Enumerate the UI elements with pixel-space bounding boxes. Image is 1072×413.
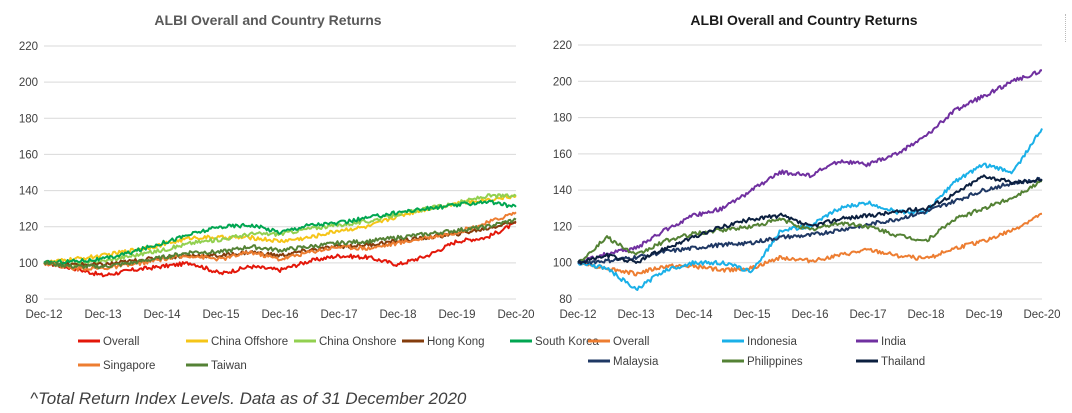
y-tick-label: 80 — [559, 294, 572, 306]
legend-label: Overall — [613, 336, 649, 348]
x-tick-label: Dec-16 — [261, 309, 298, 321]
series-line-hong-kong — [43, 220, 517, 268]
left-chart-panel: ALBI Overall and Country Returns 80 100 12… — [0, 0, 600, 380]
legend-label: India — [881, 336, 907, 348]
x-tick-label: Dec-14 — [675, 309, 713, 321]
legend-label: Malaysia — [613, 356, 659, 368]
footnote: ^Total Return Index Levels. Data as of 3… — [30, 389, 467, 408]
y-tick-label: 220 — [553, 40, 572, 52]
x-tick-label: Dec-18 — [907, 309, 944, 321]
y-tick-label: 180 — [19, 113, 38, 125]
series-line-overall — [43, 221, 517, 278]
series-line-overall — [577, 212, 1043, 277]
chart-title: ALBI Overall and Country Returns — [690, 12, 918, 28]
y-tick-label: 140 — [553, 185, 572, 197]
y-tick-label: 160 — [553, 149, 572, 161]
legend-label: South Korea — [535, 336, 600, 348]
legend-label: Taiwan — [211, 360, 247, 372]
x-tick-label: Dec-13 — [84, 309, 121, 321]
x-tick-label: Dec-20 — [497, 309, 534, 321]
x-tick-label: Dec-17 — [320, 309, 357, 321]
series-line-philippines — [577, 180, 1043, 264]
x-tick-label: Dec-19 — [438, 309, 475, 321]
y-tick-label: 100 — [19, 258, 38, 270]
y-tick-label: 140 — [19, 186, 38, 198]
y-tick-label: 120 — [19, 222, 38, 234]
y-tick-label: 80 — [25, 294, 38, 306]
y-tick-label: 200 — [553, 76, 572, 88]
legend-label: Hong Kong — [427, 336, 485, 348]
legend-label: Thailand — [881, 356, 925, 368]
x-tick-label: Dec-13 — [617, 309, 654, 321]
left-line-chart: 80 100 120 140 160 180 200 220 Dec-12 Dec-13 Dec-1… — [19, 41, 600, 372]
x-tick-label: Dec-18 — [379, 309, 416, 321]
series-line-taiwan — [43, 217, 517, 270]
y-tick-label: 100 — [553, 258, 572, 270]
series-line-south-korea — [43, 199, 517, 266]
legend-label: Overall — [103, 336, 139, 348]
x-tick-label: Dec-16 — [791, 309, 828, 321]
y-tick-label: 200 — [19, 77, 38, 89]
x-tick-label: Dec-12 — [559, 309, 596, 321]
y-tick-label: 160 — [19, 149, 38, 161]
legend-label: Indonesia — [747, 336, 797, 348]
x-tick-label: Dec-15 — [733, 309, 770, 321]
x-tick-label: Dec-14 — [143, 309, 181, 321]
y-tick-label: 180 — [553, 113, 572, 125]
right-line-chart: 80 100 120 140 160 180 200 220 Dec-12 Dec-13 Dec-1… — [553, 40, 1061, 368]
chart-title: ALBI Overall and Country Returns — [154, 12, 382, 28]
series-line-indonesia — [577, 128, 1043, 291]
y-tick-label: 220 — [19, 41, 38, 53]
x-tick-label: Dec-19 — [965, 309, 1002, 321]
legend-label: Philippines — [747, 356, 803, 368]
x-tick-label: Dec-20 — [1023, 309, 1060, 321]
legend-label: China Onshore — [319, 336, 396, 348]
y-tick-label: 120 — [553, 221, 572, 233]
legend-label: Singapore — [103, 360, 155, 372]
divider-mark — [1057, 14, 1066, 42]
x-tick-label: Dec-12 — [25, 309, 62, 321]
series-line-thailand — [577, 174, 1043, 265]
series-line-india — [577, 69, 1043, 265]
x-tick-label: Dec-15 — [202, 309, 239, 321]
x-tick-label: Dec-17 — [849, 309, 886, 321]
right-chart-panel: ALBI Overall and Country Returns 80 100 12… — [536, 0, 1072, 380]
legend-label: China Offshore — [211, 336, 288, 348]
